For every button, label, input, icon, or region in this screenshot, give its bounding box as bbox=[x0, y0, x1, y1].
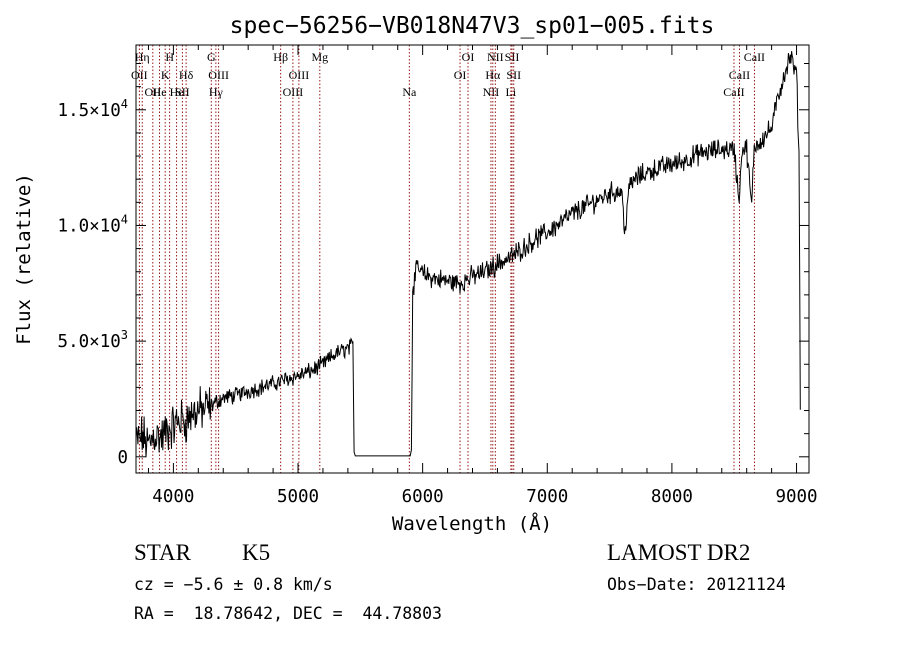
spectral-line-label-12: Hβ bbox=[273, 50, 288, 64]
y-tick-label: 1.5×104 bbox=[58, 97, 128, 121]
spectral-line-label-14: OIII bbox=[289, 68, 310, 82]
spectral-line-label-23: SII bbox=[505, 50, 520, 64]
object-class: STAR bbox=[134, 540, 192, 565]
redshift-cz: cz = −5.6 ± 0.8 km/s bbox=[134, 575, 333, 594]
spectral-line-label-22: Li bbox=[506, 85, 517, 99]
x-tick-label: 4000 bbox=[152, 487, 194, 507]
object-subclass: K5 bbox=[242, 540, 270, 565]
y-axis-label: Flux (relative) bbox=[13, 173, 35, 345]
spectral-line-label-1: Hη bbox=[135, 50, 150, 64]
spectral-line-label-13: OIII bbox=[283, 85, 304, 99]
x-tick-label: 7000 bbox=[526, 487, 568, 507]
spectral-line-label-9: G bbox=[207, 50, 216, 64]
spectral-line-label-25: CaII bbox=[723, 85, 744, 99]
spectral-line-label-26: CaII bbox=[729, 68, 750, 82]
spectral-line-label-24: SII bbox=[506, 68, 521, 82]
y-tick-label: 0 bbox=[117, 448, 128, 468]
spectral-line-label-3: He bbox=[153, 85, 167, 99]
chart-title: spec−56256−VB018N47V3_sp01−005.fits bbox=[230, 13, 715, 39]
spectral-line-label-2: OII bbox=[144, 85, 161, 99]
spectral-line-label-16: Na bbox=[402, 85, 417, 99]
spectral-line-label-19: NII bbox=[483, 85, 500, 99]
spectral-line-label-6: He bbox=[170, 85, 184, 99]
plot-frame bbox=[135, 44, 810, 474]
x-axis-label: Wavelength (Å) bbox=[392, 512, 552, 535]
y-tick-label: 1.0×104 bbox=[58, 212, 128, 236]
spectral-line-label-18: OI bbox=[462, 50, 475, 64]
x-tick-label: 9000 bbox=[775, 487, 817, 507]
spectral-line-label-21: NII bbox=[487, 50, 504, 64]
spectral-line-label-15: Mg bbox=[311, 50, 328, 64]
spectral-line-markers: OIIHηOIIHeKHHeSIIHδGHγOIIIHβOIIIOIIIMgNa… bbox=[131, 45, 765, 473]
y-axis-ticks: 0 5.0×103 1.0×104 1.5×104 bbox=[58, 63, 809, 468]
survey-name: LAMOST DR2 bbox=[607, 540, 750, 565]
x-tick-label: 6000 bbox=[402, 487, 444, 507]
spectral-line-label-20: Hα bbox=[485, 68, 501, 82]
spectral-line-label-11: OIII bbox=[208, 68, 229, 82]
spectral-line-label-7: SII bbox=[175, 85, 190, 99]
x-tick-label: 8000 bbox=[651, 487, 693, 507]
x-axis-ticks: 4000 5000 6000 7000 8000 9000 bbox=[147, 45, 818, 507]
spectral-line-label-4: K bbox=[161, 68, 170, 82]
spectral-line-label-17: OI bbox=[454, 68, 467, 82]
spectral-line-label-0: OII bbox=[131, 68, 148, 82]
spectral-line-label-8: Hδ bbox=[179, 68, 194, 82]
obs-date: Obs−Date: 20121124 bbox=[607, 575, 786, 594]
x-tick-label: 5000 bbox=[277, 487, 319, 507]
spectral-line-label-27: CaII bbox=[744, 50, 765, 64]
spectrum-series bbox=[135, 51, 801, 458]
y-tick-label: 5.0×103 bbox=[58, 328, 128, 352]
spectral-line-label-10: Hγ bbox=[209, 85, 224, 99]
ra-dec: RA = 18.78642, DEC = 44.78803 bbox=[134, 604, 442, 623]
spectral-line-label-5: H bbox=[165, 50, 174, 64]
